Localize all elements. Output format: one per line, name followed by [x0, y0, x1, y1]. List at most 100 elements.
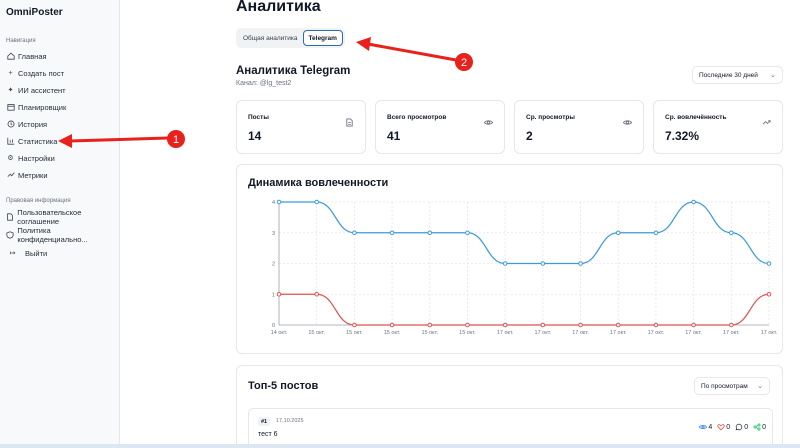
series-point-1	[578, 322, 583, 328]
sidebar-item-terms[interactable]: Пользовательское соглашение	[6, 208, 116, 226]
top-post-item[interactable]: #1 17.10.2025 тест 6 4 0 0 0	[248, 408, 773, 448]
sidebar-item-label: Пользовательское соглашение	[17, 208, 82, 226]
series-point-0	[729, 230, 734, 236]
x-tick-label: 15 окт.	[421, 330, 438, 336]
calendar-icon	[6, 103, 15, 112]
series-point-1	[314, 291, 319, 297]
home-icon	[6, 52, 15, 61]
bar-chart-icon	[6, 137, 15, 146]
sidebar-item-label: Метрики	[18, 170, 48, 180]
tabs: Общая аналитика Telegram	[236, 28, 345, 48]
views-stat: 4	[699, 423, 712, 431]
sidebar-item-label: Политика конфиденциально...	[17, 226, 88, 244]
sidebar-item-label: Настройки	[18, 153, 55, 163]
stat-card-avg-engagement: Ср. вовлечённость 7.32%	[653, 100, 783, 154]
series-point-0	[615, 230, 621, 236]
eye-icon	[483, 114, 494, 125]
gear-icon: ⚙	[7, 155, 14, 162]
sidebar-item-scheduler[interactable]: Планировщик	[6, 100, 116, 114]
eye-icon	[622, 114, 633, 125]
series-point-1	[352, 322, 357, 328]
series-point-0	[502, 261, 508, 266]
series-point-0	[276, 199, 282, 205]
x-tick-label: 17 окт.	[572, 330, 589, 336]
engagement-chart-card: Динамика вовлеченности 0 1 2 3 4 14 окт. 15 ок…	[236, 164, 783, 354]
tab-general-analytics[interactable]: Общая аналитика	[243, 34, 298, 42]
sidebar-item-create-post[interactable]: + Создать пост	[6, 66, 116, 80]
app-logo[interactable]: OmniPoster	[6, 7, 63, 18]
engagement-line-chart: 0 1 2 3 4 14 окт. 15 окт. 15 окт. 15 окт. 15 окт.…	[271, 199, 778, 336]
shares-stat: 0	[753, 423, 766, 431]
sidebar-item-ai-assistant[interactable]: ✦ ИИ ассистент	[6, 83, 116, 97]
document-icon	[345, 114, 354, 127]
stat-card-label: Посты	[248, 114, 269, 121]
series-point-1	[653, 322, 659, 328]
series-line-1	[279, 293, 770, 326]
x-tick-label: 17 окт.	[761, 330, 778, 336]
trending-up-icon	[762, 114, 771, 125]
x-tick-label: 15 окт.	[308, 330, 325, 336]
stat-card-label: Всего просмотров	[387, 114, 447, 121]
series-point-1	[276, 291, 282, 297]
sidebar-item-privacy[interactable]: Политика конфиденциально...	[6, 226, 116, 244]
series-point-0	[766, 261, 772, 266]
sidebar-item-history[interactable]: История	[6, 117, 116, 131]
sidebar-item-label: Главная	[18, 51, 47, 61]
series-point-0	[578, 261, 583, 266]
views-count: 4	[708, 423, 713, 431]
x-tick-label: 17 окт.	[497, 330, 514, 336]
logout-button[interactable]: ↦ Выйти	[6, 246, 116, 260]
stat-card-label: Ср. просмотры	[526, 114, 575, 121]
main-content: Аналитика Общая аналитика Telegram Анали…	[121, 0, 800, 448]
period-select-value: Последние 30 дней	[699, 71, 758, 79]
page-title: Аналитика	[236, 0, 321, 15]
series-point-0	[653, 230, 659, 236]
y-tick-label: 3	[272, 231, 275, 237]
stat-card-avg-views: Ср. просмотры 2	[514, 100, 644, 154]
stat-card-total-views: Всего просмотров 41	[375, 100, 505, 154]
post-rank-badge: #1	[258, 417, 271, 426]
x-tick-label: 17 окт.	[648, 330, 665, 336]
series-point-0	[314, 199, 319, 205]
y-tick-label: 1	[272, 292, 275, 298]
sort-select-value: По просмотрам	[701, 382, 748, 390]
section-title: Аналитика Telegram	[236, 65, 351, 77]
series-point-1	[465, 322, 470, 328]
shares-count: 0	[762, 423, 766, 431]
series-point-1	[389, 322, 395, 328]
top-posts-card: Топ-5 постов По просмотрам ⌄ #1 17.10.20…	[236, 365, 783, 448]
y-tick-label: 4	[272, 200, 275, 206]
sidebar-item-label: Статистика	[18, 136, 58, 146]
sidebar-item-statistics[interactable]: Статистика	[6, 134, 116, 148]
series-point-0	[427, 230, 433, 236]
top-posts-title: Топ-5 постов	[248, 380, 319, 392]
comments-stat: 0	[735, 423, 748, 431]
x-tick-label: 17 окт.	[535, 330, 552, 336]
logout-icon: ↦	[9, 250, 16, 257]
tab-telegram[interactable]: Telegram	[302, 30, 343, 46]
eye-icon	[699, 425, 708, 429]
y-tick-label: 0	[272, 323, 275, 329]
comment-icon	[735, 423, 743, 431]
sidebar-item-settings[interactable]: ⚙ Настройки	[6, 151, 116, 165]
sidebar-item-home[interactable]: Главная	[6, 49, 116, 63]
stat-card-value: 7.32%	[665, 129, 700, 143]
period-select[interactable]: Последние 30 дней ⌄	[692, 66, 783, 84]
share-icon	[753, 423, 761, 431]
x-tick-label: 14 окт.	[271, 330, 288, 336]
logout-label: Выйти	[25, 248, 48, 258]
sort-select[interactable]: По просмотрам ⌄	[694, 377, 770, 395]
stat-card-value: 41	[387, 129, 401, 143]
x-tick-label: 17 окт.	[685, 330, 702, 336]
likes-count: 0	[726, 423, 731, 431]
series-point-1	[691, 322, 696, 328]
shield-icon	[6, 231, 14, 240]
post-date: 17.10.2025	[276, 418, 304, 424]
series-point-1	[427, 322, 433, 328]
stat-card-label: Ср. вовлечённость	[665, 114, 727, 121]
series-point-0	[540, 261, 546, 266]
x-tick-label: 17 окт.	[723, 330, 740, 336]
series-point-1	[540, 322, 546, 328]
sidebar-item-metrics[interactable]: Метрики	[6, 168, 116, 182]
series-point-0	[389, 230, 395, 236]
